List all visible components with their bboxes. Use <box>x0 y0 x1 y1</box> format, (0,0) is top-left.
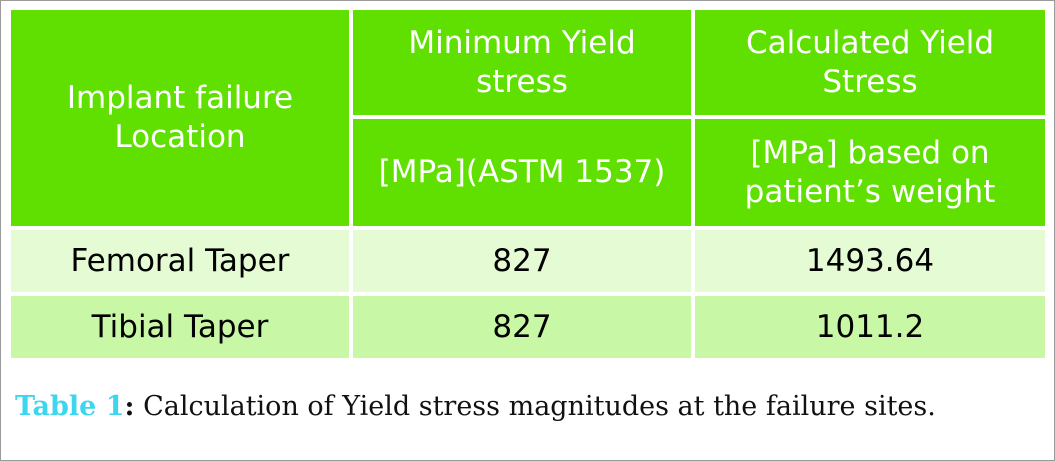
header-calculated-yield-stress: Calculated Yield Stress <box>695 10 1045 115</box>
cell-location: Femoral Taper <box>11 230 349 292</box>
caption-text: Calculation of Yield stress magnitudes a… <box>134 391 936 422</box>
caption-label: Table 1 <box>15 391 125 422</box>
table-row: Femoral Taper 827 1493.64 <box>11 230 1045 292</box>
header-minimum-yield-unit: [MPa](ASTM 1537) <box>353 119 691 226</box>
cell-calc-yield: 1011.2 <box>695 296 1045 358</box>
table-caption: Table 1: Calculation of Yield stress mag… <box>15 391 936 422</box>
cell-calc-yield: 1493.64 <box>695 230 1045 292</box>
cell-min-yield: 827 <box>353 230 691 292</box>
caption-separator: : <box>124 391 135 422</box>
header-minimum-yield-stress: Minimum Yield stress <box>353 10 691 115</box>
header-implant-failure-location: Implant failure Location <box>11 10 349 226</box>
cell-min-yield: 827 <box>353 296 691 358</box>
yield-stress-table: Implant failure Location Minimum Yield s… <box>7 6 1049 362</box>
cell-location: Tibial Taper <box>11 296 349 358</box>
table-row: Tibial Taper 827 1011.2 <box>11 296 1045 358</box>
header-calculated-yield-unit: [MPa] based on patient’s weight <box>695 119 1045 226</box>
